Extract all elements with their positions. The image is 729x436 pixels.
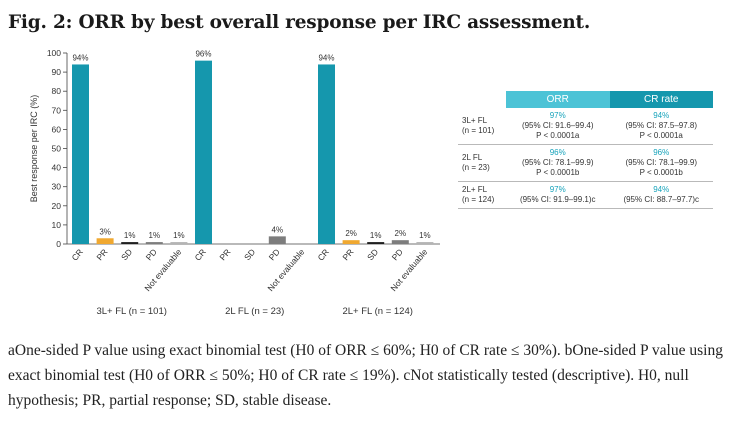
bar-cr — [72, 64, 89, 245]
cr-percent: 94% — [653, 185, 670, 194]
x-tick-label: PD — [390, 247, 405, 262]
bar-pr — [342, 240, 360, 244]
bar-pd — [268, 236, 286, 244]
cr-p-value: P < 0.0001a — [639, 131, 683, 140]
table-row: 3L+ FL (n = 101) 97% (95% CI: 91.6–99.4) P <… — [458, 108, 713, 145]
bar-cr — [195, 60, 212, 244]
y-tick-label: 60 — [52, 124, 62, 134]
orr-p-value: P < 0.0001b — [536, 168, 580, 177]
bar-not-evaluable — [170, 242, 188, 244]
data-label: 94% — [318, 53, 334, 62]
data-label: 2% — [395, 229, 407, 238]
x-tick-label: PR — [94, 247, 109, 262]
row-label: 2L+ FL (n = 124) — [458, 185, 506, 205]
bar-pd — [145, 242, 163, 244]
results-table: ORR CR rate 3L+ FL (n = 101) 97% (95% CI: 9… — [458, 91, 713, 209]
data-label: 1% — [419, 231, 431, 240]
orr-percent: 97% — [549, 111, 566, 120]
header-cr-rate: CR rate — [609, 91, 713, 108]
x-tick-label: PR — [340, 247, 355, 262]
orr-ci: (95% CI: 91.9–99.1)c — [519, 195, 596, 204]
y-tick-label: 30 — [52, 182, 62, 192]
group-label: 2L FL (n = 23) — [225, 306, 284, 317]
y-tick-label: 100 — [47, 48, 61, 58]
orr-ci: (95% CI: 91.6–99.4) — [521, 121, 594, 130]
orr-percent: 97% — [549, 185, 566, 194]
cr-ci: (95% CI: 78.1–99.9) — [625, 158, 698, 167]
table-row: 2L+ FL (n = 124) 97% (95% CI: 91.9–99.1)c 94… — [458, 182, 713, 209]
bar-sd — [367, 242, 385, 244]
data-label: 3% — [99, 227, 111, 236]
data-label: 1% — [370, 231, 382, 240]
orr-cell: 96% (95% CI: 78.1–99.9) P < 0.0001b — [506, 148, 610, 178]
orr-cell: 97% (95% CI: 91.9–99.1)c — [506, 185, 610, 205]
bar-pd — [391, 240, 409, 244]
table-row: 2L FL (n = 23) 96% (95% CI: 78.1–99.9) P < 0… — [458, 145, 713, 182]
x-tick-label: CR — [192, 247, 208, 263]
y-tick-label: 40 — [52, 163, 62, 173]
data-label: 96% — [195, 50, 211, 59]
row-label-line1: 3L+ FL — [462, 116, 488, 125]
bar-not-evaluable — [416, 242, 434, 244]
bar-cr — [318, 64, 335, 245]
figure-title: Fig. 2: ORR by best overall response per… — [8, 12, 591, 33]
row-label-line2: (n = 124) — [462, 195, 495, 204]
data-label: 1% — [173, 231, 185, 240]
y-tick-label: 10 — [52, 220, 62, 230]
x-tick-label: PD — [144, 247, 159, 262]
group-label: 2L+ FL (n = 124) — [342, 306, 412, 317]
row-label: 2L FL (n = 23) — [458, 148, 506, 178]
bar-pr — [96, 238, 114, 244]
y-tick-label: 80 — [52, 86, 62, 96]
row-label-line2: (n = 101) — [462, 126, 495, 135]
row-label: 3L+ FL (n = 101) — [458, 111, 506, 141]
bar-sd — [121, 242, 139, 244]
footnote: aOne-sided P value using exact binomial … — [8, 338, 723, 413]
table-body: 3L+ FL (n = 101) 97% (95% CI: 91.6–99.4) P <… — [458, 108, 713, 209]
cr-cell: 96% (95% CI: 78.1–99.9) P < 0.0001b — [610, 148, 714, 178]
row-label-line1: 2L FL — [462, 153, 483, 162]
footnote-text: aOne-sided P value using exact binomial … — [8, 342, 723, 409]
cr-cell: 94% (95% CI: 88.7–97.7)c — [610, 185, 714, 205]
cr-cell: 94% (95% CI: 87.5–97.8) P < 0.0001a — [610, 111, 714, 141]
cr-percent: 94% — [653, 111, 670, 120]
x-tick-label: CR — [69, 247, 85, 263]
y-tick-label: 0 — [56, 239, 61, 249]
x-tick-label: SD — [242, 247, 257, 262]
data-label: 94% — [72, 53, 88, 62]
header-orr: ORR — [506, 91, 610, 108]
x-tick-label: SD — [365, 247, 380, 262]
x-tick-label: CR — [315, 247, 331, 263]
x-tick-label: SD — [119, 247, 134, 262]
cr-p-value: P < 0.0001b — [639, 168, 683, 177]
data-label: 4% — [272, 225, 284, 234]
orr-percent: 96% — [549, 148, 566, 157]
data-label: 1% — [149, 231, 161, 240]
cr-percent: 96% — [653, 148, 670, 157]
y-tick-label: 70 — [52, 105, 62, 115]
x-tick-label: PR — [217, 247, 232, 262]
group-label: 3L+ FL (n = 101) — [96, 306, 166, 317]
row-label-line1: 2L+ FL — [462, 185, 488, 194]
row-label-line2: (n = 23) — [462, 163, 490, 172]
cr-ci: (95% CI: 87.5–97.8) — [625, 121, 698, 130]
data-label: 1% — [124, 231, 136, 240]
bar-chart: 0 10 20 30 40 50 60 70 80 90 100 Best response per … — [29, 48, 440, 317]
cr-ci: (95% CI: 88.7–97.7)c — [623, 195, 700, 204]
y-tick-label: 50 — [52, 144, 62, 154]
orr-p-value: P < 0.0001a — [536, 131, 580, 140]
y-tick-label: 90 — [52, 67, 62, 77]
table-header: ORR CR rate — [506, 91, 713, 108]
y-tick-label: 20 — [52, 201, 62, 211]
orr-cell: 97% (95% CI: 91.6–99.4) P < 0.0001a — [506, 111, 610, 141]
y-axis-label: Best response per IRC (%) — [29, 95, 39, 203]
orr-ci: (95% CI: 78.1–99.9) — [521, 158, 594, 167]
data-label: 2% — [345, 229, 357, 238]
x-tick-label: PD — [267, 247, 282, 262]
